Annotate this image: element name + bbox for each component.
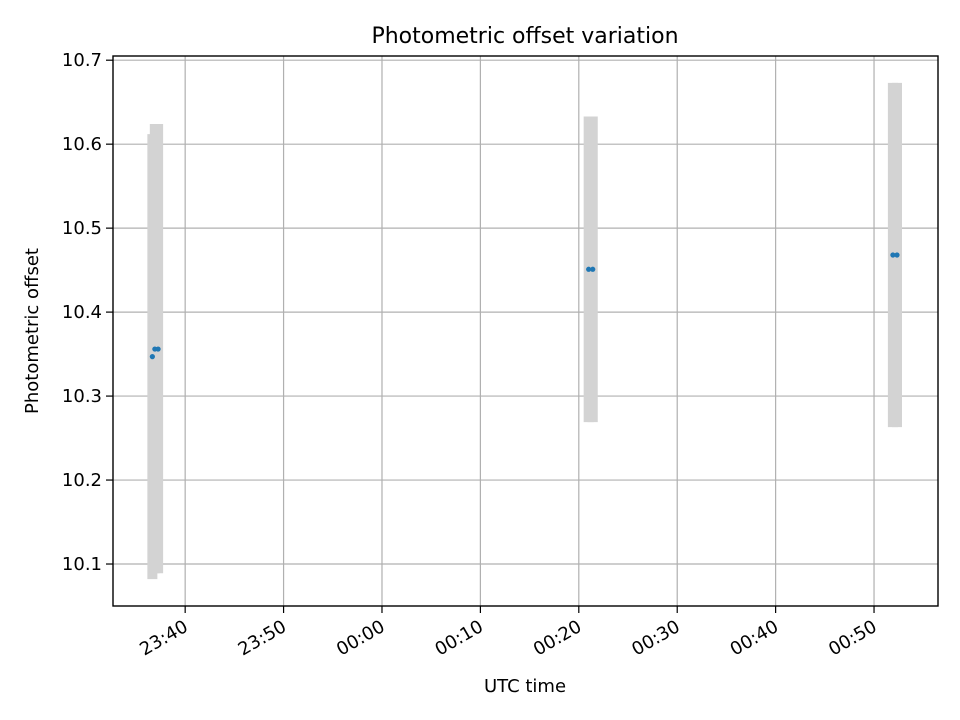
data-point <box>149 354 155 360</box>
data-points <box>149 252 900 360</box>
data-point <box>894 252 900 258</box>
plot-area <box>113 56 938 606</box>
data-point <box>586 266 592 272</box>
data-point <box>890 252 896 258</box>
data-point <box>155 346 161 352</box>
y-tick-label: 10.1 <box>62 554 102 575</box>
y-tick-label: 10.2 <box>62 470 102 491</box>
data-point <box>590 266 596 272</box>
chart-title: Photometric offset variation <box>371 24 678 49</box>
y-tick-label: 10.6 <box>62 134 102 155</box>
y-axis-label: Photometric offset <box>22 248 43 414</box>
x-axis-label: UTC time <box>484 676 566 697</box>
y-tick-label: 10.7 <box>62 50 102 71</box>
y-tick-label: 10.4 <box>62 302 102 323</box>
plot-frame <box>112 55 939 607</box>
y-tick-label: 10.3 <box>62 386 102 407</box>
y-axis-ticks: 10.1 10.2 10.3 10.4 10.5 10.6 10.7 <box>62 50 113 575</box>
grid-lines <box>113 56 938 606</box>
y-tick-label: 10.5 <box>62 218 102 239</box>
